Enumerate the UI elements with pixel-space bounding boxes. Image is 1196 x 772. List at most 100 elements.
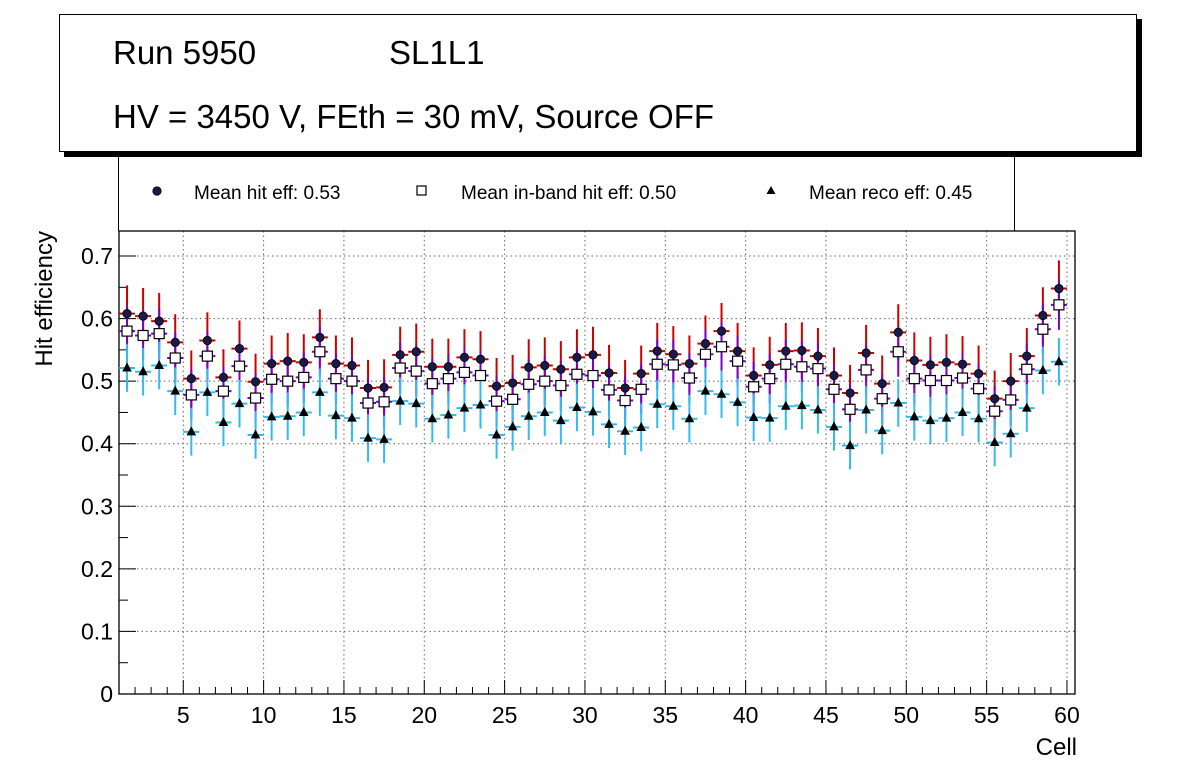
hit-eff-point [1038,310,1048,321]
inband-eff-point [1005,394,1017,406]
hit-eff-point [797,345,807,356]
reco-eff-point [1005,428,1016,438]
reco-eff-point [636,421,646,431]
inband-eff-point [667,359,679,371]
inband-eff-point [458,366,471,379]
x-tick-label: 15 [331,702,357,728]
inband-eff-point [587,369,599,382]
hit-eff-point [524,362,534,372]
hit-eff-point [170,337,180,347]
legend-reco-label: Mean reco eff: 0.45 [809,183,973,204]
x-tick-label: 50 [893,702,919,728]
inband-eff-point [956,372,969,384]
inband-eff-point [346,375,358,387]
inband-eff-point [699,348,712,360]
hit-eff-point [990,394,1000,404]
reco-eff-point [1038,365,1048,375]
inband-eff-point [1037,323,1049,335]
reco-eff-point [1021,402,1032,412]
inband-eff-point [314,346,326,358]
reco-eff-point [282,410,293,420]
inband-eff-point [137,329,149,342]
reco-eff-point [957,406,968,416]
reco-eff-point [764,412,775,422]
reco-eff-point [668,400,679,410]
inband-eff-point [619,394,631,407]
hit-eff-point [877,379,887,389]
inband-eff-point [201,350,213,362]
hit-eff-point [716,326,727,336]
reco-eff-point [379,433,389,443]
hit-eff-point [636,369,646,379]
hit-eff-point [427,362,437,372]
inband-eff-point [844,403,856,415]
inband-eff-point [330,373,342,385]
y-tick-label: 0.5 [81,368,113,394]
reco-eff-point [620,425,630,435]
inband-eff-point [1021,363,1033,375]
hit-eff-point [443,362,453,372]
title-box: Run 5950 SL1L1 HV = 3450 V, FEth = 30 mV… [59,14,1137,152]
x-tick-label: 5 [177,702,190,728]
reco-eff-point [331,410,341,420]
reco-eff-point [748,411,759,421]
inband-eff-point [394,362,406,374]
inband-eff-point [651,358,663,370]
hit-eff-point [283,356,293,366]
reco-eff-point [780,400,791,410]
inband-eff-point [298,371,310,384]
reco-eff-point [877,425,887,435]
reco-eff-point [411,398,422,408]
hit-eff-point [957,359,968,369]
hit-eff-point [267,359,277,369]
x-tick-label: 30 [572,702,598,728]
legend-marker-inband [416,185,427,196]
inband-eff-point [121,325,133,337]
inband-eff-point [748,381,760,393]
reco-eff-point [154,360,164,370]
reco-eff-point [170,385,181,395]
legend: Mean hit eff: 0.53 Mean in-band hit eff:… [118,157,1015,231]
hit-eff-point [556,364,566,374]
inband-eff-point [603,384,615,396]
inband-eff-point [876,393,888,405]
x-tick-label: 40 [733,702,759,728]
inband-eff-point [282,375,294,387]
hit-eff-point [845,388,855,398]
y-tick-label: 0.2 [81,556,113,582]
inband-eff-point [410,365,422,377]
hit-eff-point [475,354,486,364]
data-markers [121,283,1065,450]
reco-eff-point [1054,356,1064,366]
reco-eff-point [604,418,614,428]
hit-eff-point [620,383,630,393]
inband-eff-point [860,364,872,376]
reco-eff-point [363,432,373,442]
reco-eff-point [700,385,711,395]
y-tick-label: 0.4 [81,431,113,457]
reco-eff-point [218,416,229,426]
reco-eff-point [572,401,582,411]
inband-eff-point [635,383,647,395]
hit-eff-point [909,355,919,366]
inband-eff-point [812,363,824,375]
hit-eff-point [700,339,711,349]
hit-eff-point [347,360,357,371]
inband-eff-point [989,405,1001,417]
hit-eff-point [572,352,582,362]
inband-eff-point [539,375,551,387]
reco-eff-point [523,410,534,420]
hit-eff-point [668,349,678,359]
reco-eff-point [909,411,920,421]
hit-eff-point [331,359,341,369]
y-tick-label: 0.3 [81,493,113,519]
hit-eff-point [315,332,325,342]
hit-eff-point [154,316,164,326]
reco-eff-point [813,404,823,414]
hit-eff-point [138,311,148,321]
inband-eff-point [1053,299,1065,311]
legend-inband-label: Mean in-band hit eff: 0.50 [461,183,677,204]
y-tick-label: 0.7 [81,243,113,269]
hit-eff-point [299,357,309,367]
